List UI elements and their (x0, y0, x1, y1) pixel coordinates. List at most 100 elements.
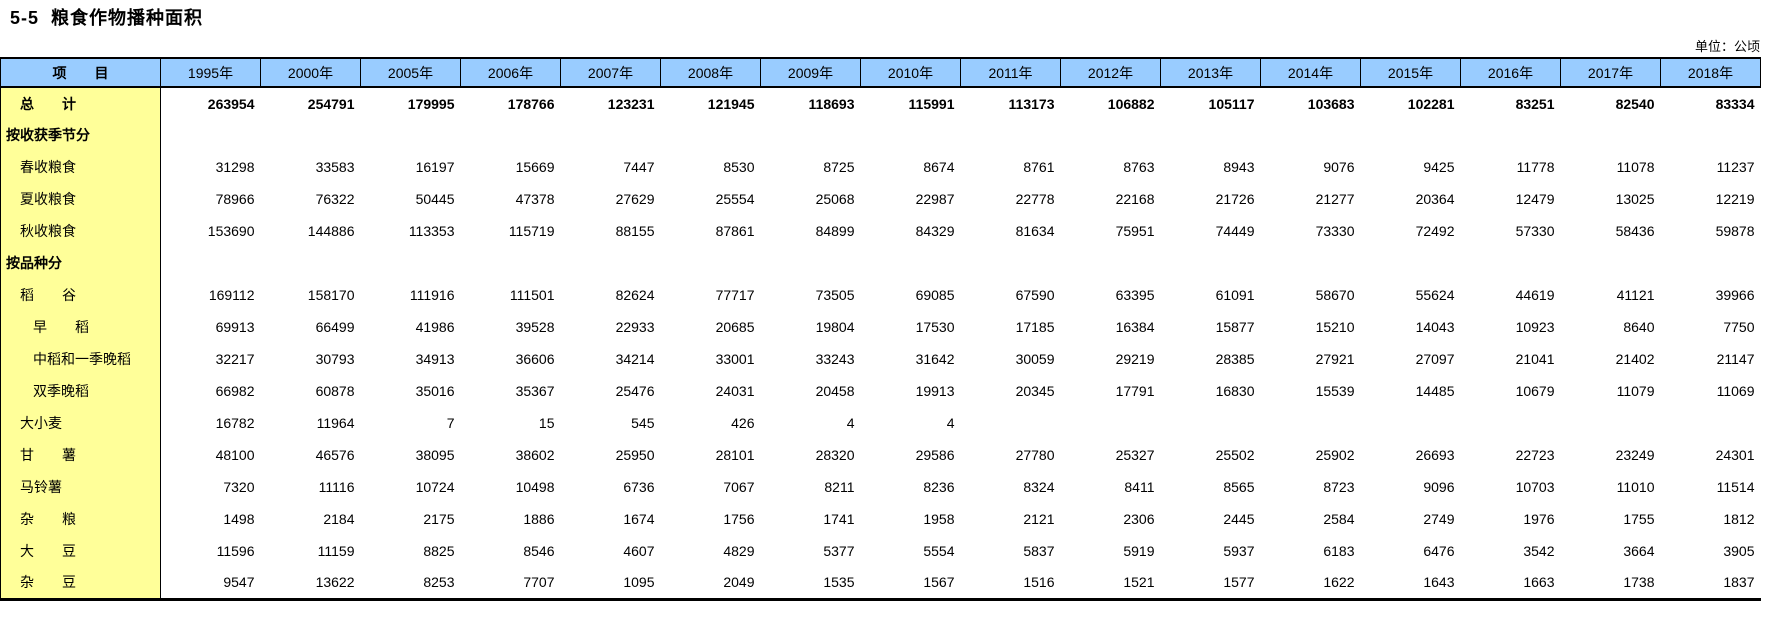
value-cell (161, 247, 261, 279)
value-cell: 121945 (707, 95, 755, 112)
value-cell: 31642 (915, 351, 955, 367)
value-cell: 75951 (1115, 223, 1155, 239)
value-cell: 67590 (1015, 287, 1055, 303)
value-cell: 254791 (307, 95, 355, 112)
value-cell: 8411 (1124, 479, 1155, 495)
value-cell: 10498 (515, 479, 555, 495)
value-cell: 103683 (1307, 95, 1355, 112)
value-cell: 8825 (423, 543, 455, 559)
value-cell: 8640 (1623, 319, 1655, 335)
value-cell: 17791 (1115, 383, 1155, 399)
value-cell: 5554 (923, 543, 955, 559)
value-cell: 25068 (815, 191, 855, 207)
value-cell: 115991 (908, 95, 955, 112)
value-cell (861, 247, 961, 279)
value-cell: 8324 (1023, 479, 1055, 495)
value-cell: 12219 (1715, 191, 1755, 207)
value-cell (1461, 247, 1561, 279)
value-cell: 16782 (215, 415, 255, 431)
value-cell (1361, 407, 1461, 439)
value-cell: 20345 (1015, 383, 1055, 399)
value-cell (161, 119, 261, 151)
value-cell: 35367 (515, 383, 555, 399)
table-row: 秋收粮食 153690 144886 113353 115719 88155 87861 84… (0, 215, 1761, 247)
value-cell: 16384 (1115, 319, 1155, 335)
value-cell: 30059 (1015, 351, 1055, 367)
value-cell: 4 (846, 415, 855, 431)
value-cell (661, 119, 761, 151)
value-cell: 4 (946, 415, 955, 431)
value-cell (1361, 247, 1461, 279)
value-cell: 1674 (623, 511, 655, 527)
value-cell: 25476 (615, 383, 655, 399)
table-body: 总 计 263954 254791 179995 178766 123231 121945 1… (0, 87, 1761, 599)
row-label: 双季晚稻 (0, 375, 161, 407)
value-cell (761, 247, 861, 279)
value-cell: 6476 (1423, 543, 1455, 559)
value-cell (261, 247, 361, 279)
value-cell: 6183 (1323, 543, 1355, 559)
value-cell: 3542 (1523, 543, 1555, 559)
value-cell: 20364 (1415, 191, 1455, 207)
row-label: 甘 薯 (0, 439, 161, 471)
value-cell (1561, 247, 1661, 279)
value-cell: 11079 (1616, 383, 1655, 399)
value-cell: 8761 (1023, 159, 1055, 175)
value-cell (1461, 119, 1561, 151)
value-cell (1661, 247, 1761, 279)
value-cell: 5837 (1023, 543, 1055, 559)
value-cell: 12479 (1515, 191, 1555, 207)
value-cell: 9076 (1323, 159, 1355, 175)
row-label: 大 豆 (0, 535, 161, 567)
value-cell: 8530 (723, 159, 755, 175)
col-header-year-6: 2009年 (760, 58, 861, 88)
value-cell (1461, 407, 1561, 439)
row-label: 夏收粮食 (0, 183, 161, 215)
value-cell: 8253 (423, 574, 455, 591)
value-cell (1061, 119, 1161, 151)
value-cell: 72492 (1415, 223, 1455, 239)
value-cell: 1577 (1223, 574, 1255, 591)
value-cell: 83251 (1515, 95, 1555, 112)
row-header-cell: 项 目 (0, 58, 161, 88)
table-row: 大 豆 11596 11159 8825 8546 4607 4829 5377 5554 583… (0, 535, 1761, 567)
value-cell: 4607 (623, 543, 655, 559)
value-cell: 24301 (1715, 447, 1755, 463)
value-cell: 1521 (1123, 574, 1155, 591)
value-cell: 5377 (823, 543, 855, 559)
value-cell: 28320 (815, 447, 855, 463)
value-cell (961, 119, 1061, 151)
value-cell: 8763 (1123, 159, 1155, 175)
value-cell: 25327 (1115, 447, 1155, 463)
value-cell: 39966 (1715, 287, 1755, 303)
value-cell: 102281 (1407, 95, 1455, 112)
value-cell: 24031 (715, 383, 755, 399)
table-row: 夏收粮食 78966 76322 50445 47378 27629 25554 25068 2… (0, 183, 1761, 215)
value-cell: 63395 (1115, 287, 1155, 303)
value-cell: 34214 (615, 351, 655, 367)
value-cell: 2175 (423, 511, 455, 527)
value-cell: 23249 (1615, 447, 1655, 463)
value-cell: 10703 (1515, 479, 1555, 495)
value-cell (761, 119, 861, 151)
grain-area-table: 项 目 1995年 2000年 2005年 2006年 2007年 2008年 2009年 20… (0, 57, 1761, 601)
value-cell: 4829 (723, 543, 755, 559)
value-cell: 7067 (723, 479, 755, 495)
value-cell: 73505 (815, 287, 855, 303)
value-cell: 15877 (1215, 319, 1255, 335)
value-cell (1261, 119, 1361, 151)
value-cell: 22987 (915, 191, 955, 207)
value-cell: 20458 (815, 383, 855, 399)
value-cell: 11778 (1516, 159, 1555, 175)
value-cell: 59878 (1715, 223, 1755, 239)
value-cell: 15 (538, 415, 555, 431)
value-cell: 69913 (215, 319, 255, 335)
value-cell: 105117 (1208, 95, 1255, 112)
value-cell: 179995 (407, 95, 455, 112)
value-cell: 106882 (1107, 95, 1155, 112)
value-cell: 6736 (623, 479, 655, 495)
value-cell: 87861 (715, 223, 755, 239)
value-cell: 26693 (1415, 447, 1455, 463)
value-cell: 8725 (823, 159, 855, 175)
